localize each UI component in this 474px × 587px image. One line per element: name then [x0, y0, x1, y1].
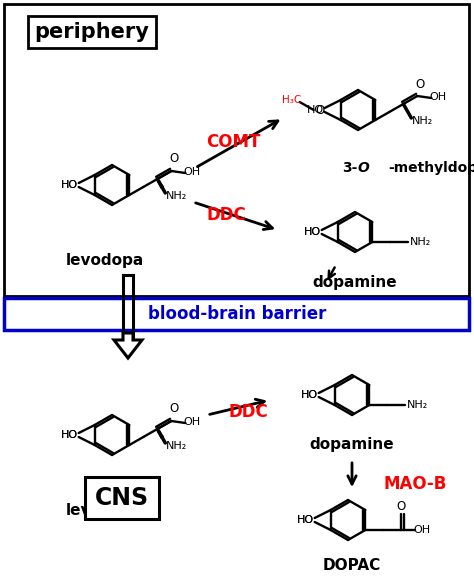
Text: CNS: CNS: [95, 486, 149, 510]
Text: dopamine: dopamine: [310, 437, 394, 453]
Text: HO: HO: [61, 180, 78, 190]
Text: -methyldopa: -methyldopa: [388, 161, 474, 175]
Text: HO: HO: [61, 180, 78, 190]
Text: O: O: [315, 103, 324, 116]
Text: NH₂: NH₂: [166, 441, 187, 451]
Bar: [4, 298, 469, 330]
Text: DOPAC: DOPAC: [323, 558, 381, 572]
Text: HO: HO: [301, 390, 318, 400]
Text: periphery: periphery: [35, 22, 149, 42]
Text: MAO-B: MAO-B: [383, 475, 447, 493]
Text: OH: OH: [184, 167, 201, 177]
Text: HO: HO: [304, 227, 321, 237]
Text: HO: HO: [297, 515, 314, 525]
Text: HO: HO: [301, 390, 318, 400]
Text: dopamine: dopamine: [313, 275, 397, 289]
Bar: [4, 4, 469, 296]
Text: O: O: [357, 161, 369, 175]
Text: OH: OH: [414, 525, 431, 535]
Text: O: O: [170, 403, 179, 416]
Text: blood-brain barrier: blood-brain barrier: [148, 305, 326, 323]
Text: levodopa: levodopa: [66, 502, 144, 518]
Text: HO: HO: [61, 430, 78, 440]
Text: O: O: [397, 501, 406, 514]
Text: H₃C: H₃C: [282, 95, 301, 105]
Text: COMT: COMT: [206, 133, 260, 151]
Text: levodopa: levodopa: [66, 252, 144, 268]
Text: O: O: [416, 77, 425, 90]
Text: HO: HO: [297, 515, 314, 525]
Text: DDC: DDC: [206, 206, 246, 224]
Text: 3-: 3-: [343, 161, 358, 175]
Text: OH: OH: [184, 417, 201, 427]
Text: DDC: DDC: [228, 403, 268, 421]
Text: HO: HO: [307, 105, 324, 115]
Text: NH₂: NH₂: [410, 237, 431, 247]
Text: NH₂: NH₂: [412, 116, 433, 126]
Text: NH₂: NH₂: [407, 400, 428, 410]
Polygon shape: [114, 333, 142, 358]
Text: HO: HO: [304, 227, 321, 237]
Text: O: O: [170, 153, 179, 166]
Text: OH: OH: [430, 92, 447, 102]
Text: HO: HO: [61, 430, 78, 440]
Text: NH₂: NH₂: [166, 191, 187, 201]
